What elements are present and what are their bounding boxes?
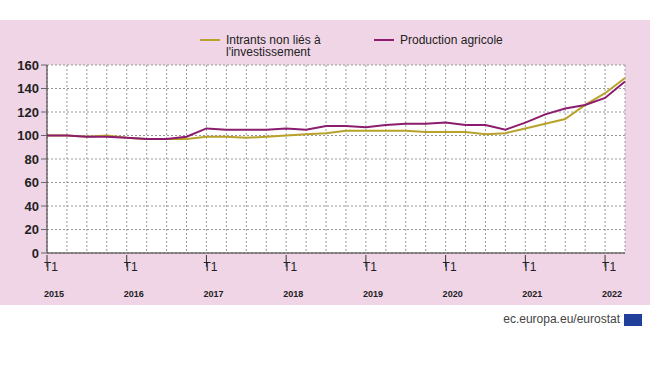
svg-text:160: 160 <box>17 58 39 73</box>
svg-text:T1: T1 <box>522 260 536 274</box>
html-text:Intrants non liés à l'investis: Intrants non liés à l'investissement <box>226 33 321 59</box>
svg-text:20: 20 <box>25 222 39 237</box>
svg-text:2015: 2015 <box>44 289 64 299</box>
svg-text:T1: T1 <box>283 260 297 274</box>
svg-text:60: 60 <box>25 175 39 190</box>
svg-text:2020: 2020 <box>443 289 463 299</box>
svg-text:2019: 2019 <box>363 289 383 299</box>
svg-text:T1: T1 <box>203 260 217 274</box>
svg-text:2018: 2018 <box>283 289 303 299</box>
svg-text:T1: T1 <box>443 260 457 274</box>
html-text:ec.europa.eu/eurostat: ec.europa.eu/eurostat <box>503 312 620 326</box>
svg-text:2022: 2022 <box>602 289 622 299</box>
svg-text:2017: 2017 <box>203 289 223 299</box>
svg-text:2016: 2016 <box>124 289 144 299</box>
svg-text:0: 0 <box>32 246 39 261</box>
svg-text:40: 40 <box>25 199 39 214</box>
html-text:Production agricole: Production agricole <box>400 33 503 47</box>
svg-text:80: 80 <box>25 152 39 167</box>
svg-text:2021: 2021 <box>522 289 542 299</box>
svg-text:100: 100 <box>17 128 39 143</box>
svg-text:140: 140 <box>17 81 39 96</box>
svg-text:T1: T1 <box>44 260 58 274</box>
svg-text:120: 120 <box>17 105 39 120</box>
svg-text:T1: T1 <box>602 260 616 274</box>
svg-text:T1: T1 <box>363 260 377 274</box>
svg-text:T1: T1 <box>124 260 138 274</box>
